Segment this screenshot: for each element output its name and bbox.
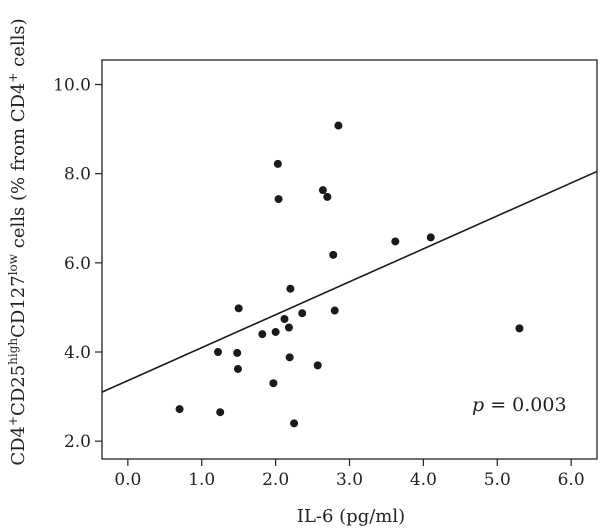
data-point-9 — [271, 327, 280, 336]
data-point-3 — [216, 408, 225, 417]
data-point-12 — [280, 315, 289, 324]
data-point-25 — [426, 233, 435, 242]
data-point-2 — [213, 348, 222, 357]
data-point-24 — [391, 237, 400, 246]
data-point-6 — [234, 304, 243, 313]
data-point-16 — [290, 419, 299, 428]
data-point-13 — [284, 323, 293, 332]
y-tick-label: 2.0 — [64, 432, 91, 452]
data-point-18 — [313, 361, 322, 370]
data-point-23 — [334, 121, 343, 130]
x-axis-title: IL-6 (pg/ml) — [297, 506, 405, 527]
data-point-7 — [258, 330, 267, 339]
y-tick-label: 10.0 — [53, 76, 91, 96]
data-point-22 — [330, 306, 339, 315]
y-axis-title: CD4+CD25highCD127low cells (% from CD4+ … — [6, 18, 29, 465]
data-point-21 — [329, 250, 338, 259]
data-point-8 — [269, 379, 278, 388]
data-point-26 — [515, 324, 524, 333]
plot-frame — [101, 59, 598, 460]
x-tick-label: 1.0 — [188, 470, 215, 490]
x-tick-label: 6.0 — [558, 470, 585, 490]
p-value-annotation: p = 0.003 — [472, 394, 567, 416]
data-point-11 — [274, 195, 283, 204]
data-point-15 — [286, 284, 295, 293]
x-tick-label: 2.0 — [262, 470, 289, 490]
data-point-5 — [233, 364, 242, 373]
data-point-1 — [175, 405, 184, 414]
y-tick-label: 6.0 — [64, 254, 91, 274]
data-point-17 — [298, 309, 307, 318]
data-point-20 — [323, 192, 332, 201]
x-tick-label: 5.0 — [484, 470, 511, 490]
data-point-19 — [318, 186, 327, 195]
x-tick-label: 3.0 — [336, 470, 363, 490]
y-axis-ticks: 2.0 4.0 6.0 8.0 10.0 — [53, 76, 102, 452]
x-tick-label: 0.0 — [114, 470, 141, 490]
data-point-4 — [233, 348, 242, 357]
x-axis-ticks: 0.0 1.0 2.0 3.0 4.0 5.0 6.0 — [114, 459, 585, 490]
x-tick-label: 4.0 — [410, 470, 437, 490]
y-tick-label: 4.0 — [64, 343, 91, 363]
y-tick-label: 8.0 — [64, 165, 91, 185]
data-point-10 — [273, 159, 282, 168]
data-points — [175, 121, 524, 428]
data-point-14 — [285, 353, 294, 362]
regression-line — [101, 170, 598, 393]
